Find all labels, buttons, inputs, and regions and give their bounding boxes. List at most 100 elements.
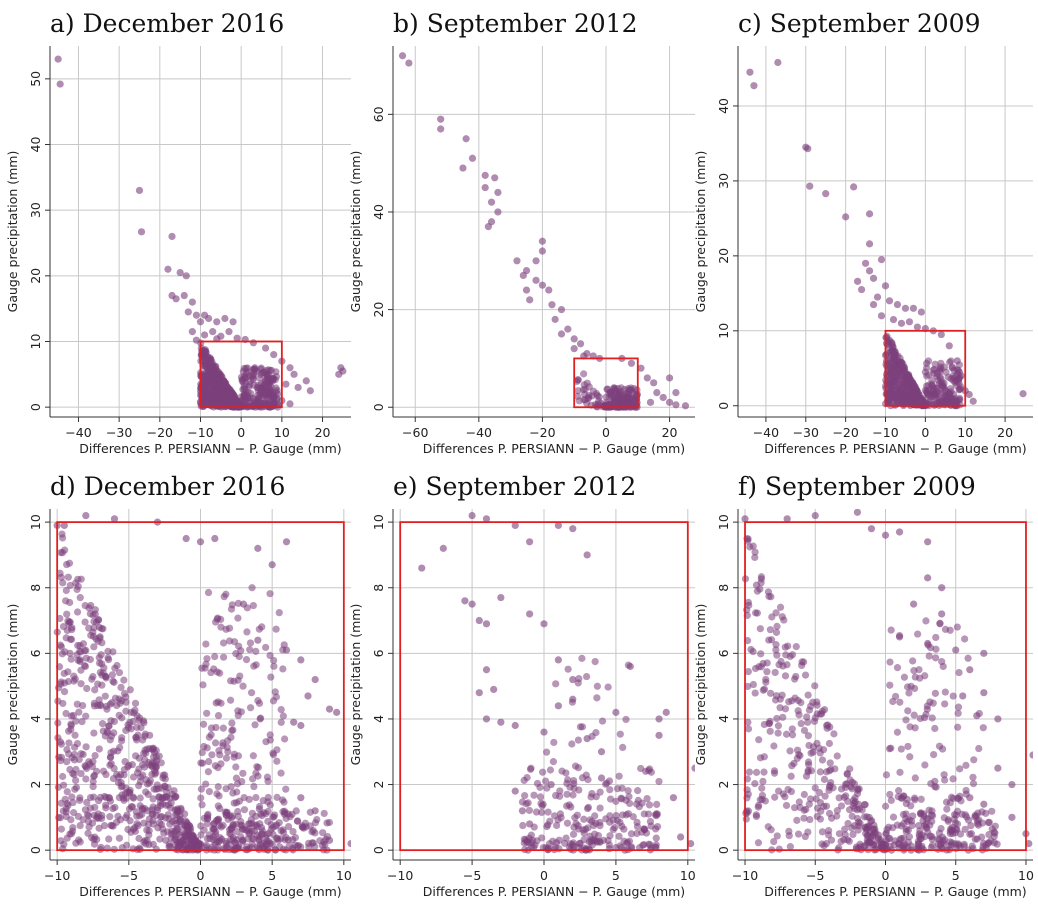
data-point	[202, 780, 210, 788]
data-point	[818, 710, 826, 718]
x-tick-label: −5	[120, 868, 138, 883]
data-point	[249, 775, 257, 783]
data-point	[242, 364, 250, 373]
data-point	[980, 689, 988, 697]
data-point	[886, 681, 894, 689]
data-point	[220, 392, 229, 400]
x-tick-label: 0	[237, 425, 245, 440]
data-point	[916, 809, 925, 818]
data-point	[198, 801, 206, 809]
data-point	[752, 768, 761, 776]
data-point	[234, 614, 242, 622]
y-tick-label: 0	[371, 846, 386, 854]
data-point	[597, 748, 606, 756]
data-point	[199, 681, 207, 689]
data-point	[596, 804, 604, 812]
data-point	[931, 689, 939, 697]
data-point	[210, 819, 218, 827]
zoom-box	[199, 340, 283, 409]
x-tick-label: 10	[336, 868, 352, 883]
data-point	[487, 198, 496, 206]
data-point	[129, 773, 138, 781]
data-point	[82, 764, 91, 773]
data-point	[110, 764, 118, 773]
data-point	[225, 328, 233, 336]
data-point	[264, 798, 272, 806]
data-point	[188, 298, 196, 306]
data-point	[782, 801, 791, 810]
data-point	[266, 590, 274, 598]
data-point	[164, 801, 173, 809]
data-point	[261, 344, 270, 352]
data-point	[650, 379, 658, 387]
data-point	[906, 753, 914, 761]
data-point	[791, 675, 799, 683]
data-point	[889, 315, 898, 324]
data-point	[105, 794, 114, 802]
data-point	[909, 812, 917, 820]
data-point	[916, 674, 924, 682]
data-point	[219, 639, 228, 647]
data-point	[171, 827, 179, 835]
data-point	[904, 843, 912, 851]
x-axis-label: Differences P. PERSIANN − P. Gauge (mm)	[79, 441, 341, 456]
data-point	[781, 643, 789, 651]
data-point	[152, 785, 160, 793]
data-point	[162, 793, 171, 802]
data-point	[67, 720, 75, 728]
data-point	[602, 815, 610, 823]
data-point	[966, 794, 974, 802]
data-point	[804, 732, 812, 740]
y-tick-label: 2	[716, 781, 731, 789]
x-axis-label: Differences P. PERSIANN − P. Gauge (mm)	[764, 441, 1026, 456]
data-point	[101, 692, 109, 700]
data-point	[806, 182, 814, 190]
data-point	[584, 803, 593, 812]
data-point	[923, 388, 931, 396]
data-point	[563, 819, 572, 827]
data-point	[956, 765, 964, 773]
data-point	[933, 372, 941, 380]
data-point	[583, 735, 591, 743]
data-point	[114, 747, 122, 755]
data-point	[853, 790, 862, 798]
data-point	[82, 712, 90, 720]
data-point	[209, 399, 217, 407]
data-point	[468, 511, 476, 520]
data-point	[840, 793, 848, 801]
data-point	[785, 832, 793, 840]
data-point	[909, 600, 918, 608]
data-point	[911, 684, 919, 693]
data-point	[482, 666, 491, 674]
data-point	[54, 684, 63, 692]
data-point	[256, 715, 264, 723]
data-point	[605, 777, 614, 785]
data-point	[947, 793, 956, 801]
data-point	[804, 828, 812, 836]
data-point	[788, 725, 796, 733]
data-point	[932, 645, 940, 653]
data-point	[616, 730, 624, 738]
data-point	[282, 785, 290, 793]
data-point	[872, 841, 880, 849]
data-point	[923, 702, 931, 710]
data-point	[813, 698, 821, 706]
x-tick-label: 20	[662, 425, 678, 440]
data-point	[208, 751, 216, 759]
data-point	[482, 620, 491, 628]
data-point	[941, 625, 950, 633]
data-point	[475, 689, 483, 697]
data-point	[898, 842, 906, 850]
data-point	[619, 396, 628, 404]
data-point	[955, 668, 963, 677]
data-point	[55, 813, 63, 822]
data-point	[113, 661, 121, 670]
data-point	[652, 834, 660, 842]
data-point	[520, 839, 528, 847]
y-tick-label: 40	[716, 98, 731, 114]
data-point	[865, 267, 874, 275]
data-point	[168, 232, 176, 241]
data-point	[82, 511, 90, 520]
data-point	[148, 770, 156, 779]
data-point	[618, 811, 627, 819]
